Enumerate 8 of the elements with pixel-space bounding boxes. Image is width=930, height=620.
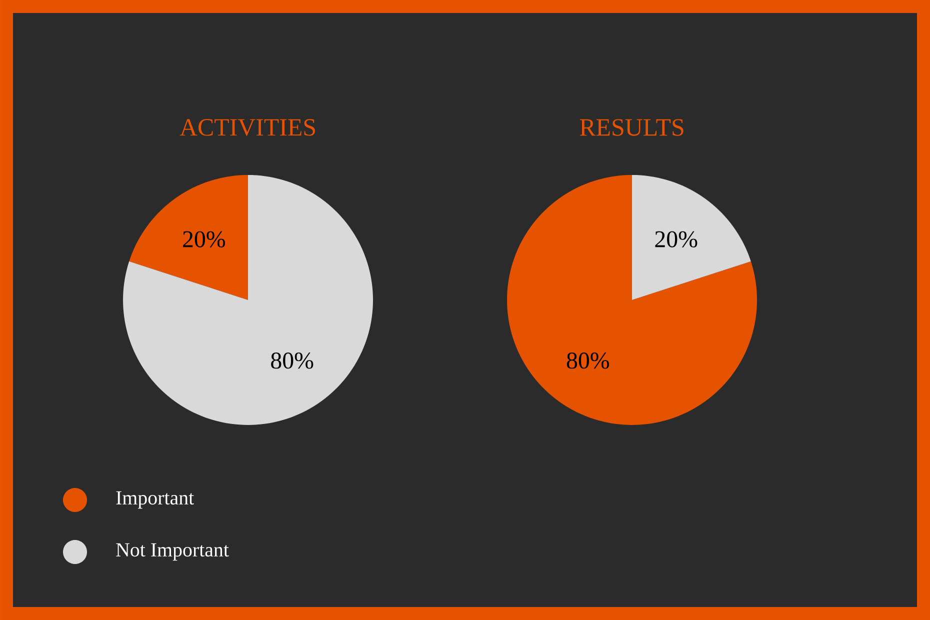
data-label: 20% [183, 231, 226, 248]
chart-title: RESULTS [580, 119, 684, 136]
data-label: 20% [655, 231, 698, 248]
data-label: 80% [566, 352, 610, 369]
legend-label: Not Important [116, 543, 229, 561]
data-label: 80% [271, 352, 314, 369]
legend-label: Important [116, 491, 194, 509]
chart-title: ACTIVITIES [180, 119, 315, 136]
